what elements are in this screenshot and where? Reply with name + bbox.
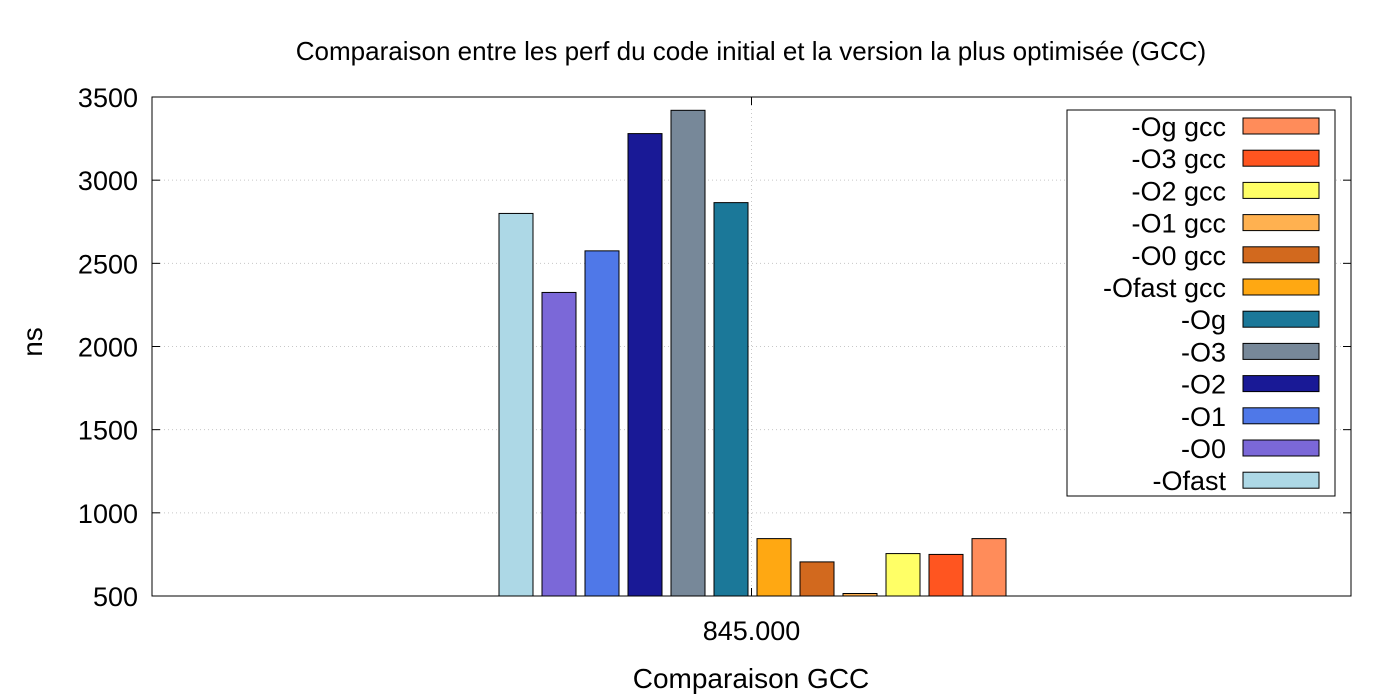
legend-swatch xyxy=(1242,278,1320,296)
y-tick-label: 3500 xyxy=(78,83,138,113)
legend-swatch xyxy=(1242,214,1320,232)
legend-label: -O3 gcc xyxy=(1131,144,1226,174)
legend-label: -O2 xyxy=(1181,370,1226,400)
bar xyxy=(928,553,964,597)
y-tick-label: 500 xyxy=(93,582,138,612)
bar xyxy=(799,561,835,597)
bar xyxy=(498,212,534,597)
legend-swatch xyxy=(1242,375,1320,393)
legend-label: -Ofast xyxy=(1152,466,1226,496)
x-axis-label: Comparaison GCC xyxy=(633,663,870,694)
legend-swatch xyxy=(1242,246,1320,264)
x-tick-label: 845.000 xyxy=(703,616,801,646)
legend-swatch xyxy=(1242,407,1320,425)
legend-swatch xyxy=(1242,149,1320,167)
legend-label: -O1 xyxy=(1181,402,1226,432)
bar xyxy=(584,250,620,597)
legend-label: -O1 gcc xyxy=(1131,209,1226,239)
y-ticks: 500 1000 1500 2000 2500 3000 3500 xyxy=(78,83,1351,612)
legend-label: -Og xyxy=(1181,305,1226,335)
bar xyxy=(670,109,706,597)
legend-swatch xyxy=(1242,439,1320,457)
legend-swatch xyxy=(1242,342,1320,360)
legend-box xyxy=(1066,109,1336,497)
bar xyxy=(756,538,792,597)
legend-label: -O0 gcc xyxy=(1131,241,1226,271)
y-axis-label: ns xyxy=(17,327,48,357)
legend-label: -O2 gcc xyxy=(1131,176,1226,206)
y-tick-label: 3000 xyxy=(78,166,138,196)
y-tick-label: 1000 xyxy=(78,499,138,529)
y-tick-label: 1500 xyxy=(78,416,138,446)
legend-swatch xyxy=(1242,181,1320,199)
bar xyxy=(885,553,921,597)
legend-label: -O0 xyxy=(1181,434,1226,464)
y-tick-label: 2500 xyxy=(78,249,138,279)
legend-swatch xyxy=(1242,310,1320,328)
legend-label: -O3 xyxy=(1181,337,1226,367)
legend-swatch xyxy=(1242,471,1320,489)
legend-label: -Ofast gcc xyxy=(1103,273,1226,303)
x-ticks: 845.000 xyxy=(703,97,801,646)
bar xyxy=(541,291,577,597)
bar xyxy=(627,133,663,597)
legend-swatch xyxy=(1242,117,1320,135)
chart-title: Comparaison entre les perf du code initi… xyxy=(296,36,1206,66)
bars xyxy=(498,109,1007,597)
bar xyxy=(971,538,1007,597)
legend-label: -Og gcc xyxy=(1131,112,1226,142)
legend: -Og gcc-O3 gcc-O2 gcc-O1 gcc-O0 gcc-Ofas… xyxy=(1066,109,1336,497)
y-tick-label: 2000 xyxy=(78,333,138,363)
bar xyxy=(713,202,749,597)
